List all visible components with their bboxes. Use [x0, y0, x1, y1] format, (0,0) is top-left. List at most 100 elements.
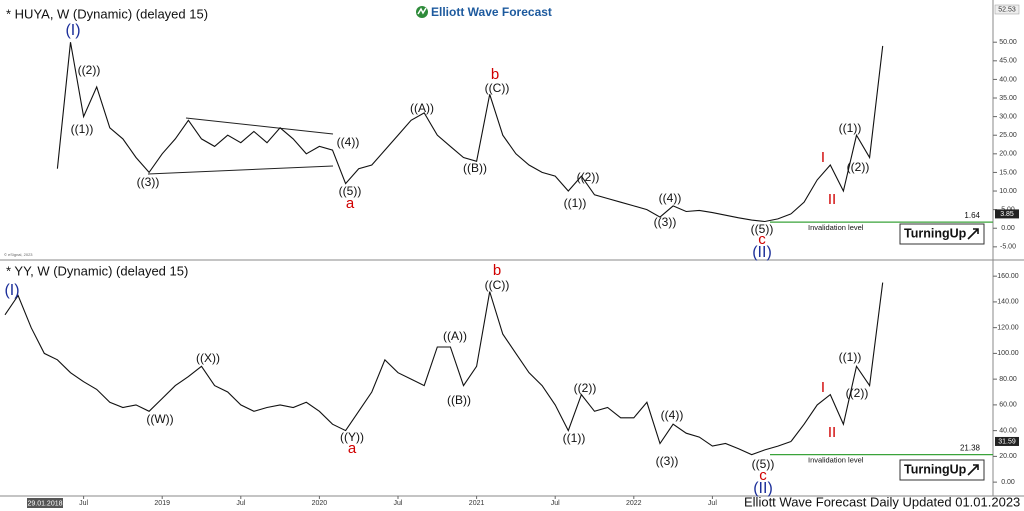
wave-label: a	[348, 440, 357, 457]
badge-box	[899, 223, 985, 245]
y-tick-label: 60.00	[999, 402, 1017, 409]
footer: Elliott Wave Forecast Daily Updated 01.0…	[744, 494, 1020, 509]
x-tick-label: Jul	[551, 500, 560, 507]
wave-label: ((3))	[137, 175, 160, 189]
y-tick-label: 0.00	[1001, 479, 1015, 486]
wave-label: ((1))	[71, 122, 94, 136]
wave-label: ((Y))	[340, 430, 364, 444]
wave-label: ((1))	[839, 350, 862, 364]
wave-label: ((X))	[196, 351, 220, 365]
wave-label: ((C))	[485, 81, 510, 95]
wave-label: ((1))	[839, 121, 862, 135]
invalidation-text: Invalidation level	[808, 223, 864, 232]
x-tick-label: 2019	[154, 500, 170, 507]
badge-arrow	[967, 228, 979, 240]
wave-label: ((2))	[846, 386, 869, 400]
date-box	[27, 498, 63, 508]
y-tick-label: 140.00	[997, 299, 1019, 306]
wave-label: ((3))	[654, 215, 677, 229]
wave-label: ((1))	[563, 431, 586, 445]
projection-line	[790, 45, 884, 215]
y-tick-label: 50.00	[999, 39, 1017, 46]
wave-label: ((2))	[574, 381, 597, 395]
y-tick-label: 30.00	[999, 113, 1017, 120]
copyright: © eSignal, 2023	[4, 252, 33, 257]
wave-label: ((5))	[339, 184, 362, 198]
wave-label: (II)	[753, 480, 773, 497]
y-tick-label: 20.00	[999, 453, 1017, 460]
wave-label: (I)	[4, 282, 19, 299]
y-tick-label: 80.00	[999, 376, 1017, 383]
x-tick-label: 2021	[469, 500, 485, 507]
wave-label: ((A))	[410, 101, 434, 115]
top-tag: 52.53	[998, 6, 1016, 13]
wave-label: ((B))	[463, 161, 487, 175]
wave-label: ((2))	[78, 63, 101, 77]
triangle-upper-line	[185, 117, 334, 135]
y-tick-label: 10.00	[999, 188, 1017, 195]
wave-label: ((W))	[146, 412, 173, 426]
badge-arrow	[967, 464, 979, 476]
wave-label: I	[821, 149, 825, 166]
y-tick-label: 25.00	[999, 132, 1017, 139]
x-tick-label: Jul	[79, 500, 88, 507]
invalidation-text: Invalidation level	[808, 456, 864, 465]
y-tick-label: 0.00	[1001, 225, 1015, 232]
y-tick-label: -5.00	[1000, 244, 1016, 251]
y-tick-label: 100.00	[997, 350, 1019, 357]
invalidation-value: 21.38	[960, 444, 981, 453]
y-tick-label: 15.00	[999, 169, 1017, 176]
badge-box	[899, 459, 985, 481]
logo-wave	[417, 7, 427, 15]
wave-label: b	[491, 66, 499, 83]
y-tick-label: 40.00	[999, 427, 1017, 434]
panel-title: * YY, W (Dynamic) (delayed 15)	[6, 263, 188, 278]
badge: TurningUp	[899, 223, 985, 245]
badge-text: TurningUp	[904, 226, 967, 240]
price-line	[4, 291, 792, 456]
logo-text: Elliott Wave Forecast	[431, 5, 552, 19]
x-tick-label: 2022	[626, 500, 642, 507]
wave-label: ((2))	[577, 170, 600, 184]
wave-label: c	[758, 231, 766, 248]
y-tick-label: 20.00	[999, 151, 1017, 158]
wave-label: ((5))	[751, 222, 774, 236]
wave-label: a	[346, 195, 355, 212]
price-tag: 3.85	[1000, 211, 1014, 218]
wave-label: I	[821, 379, 825, 396]
wave-label: ((1))	[564, 196, 587, 210]
y-tick-label: 160.00	[997, 273, 1019, 280]
x-tick-label: Jul	[394, 500, 403, 507]
start-date: 29.01.2018	[27, 500, 62, 507]
wave-label: ((A))	[443, 329, 467, 343]
wave-label: (II)	[752, 244, 772, 261]
wave-label: b	[493, 262, 501, 279]
wave-label: ((2))	[847, 160, 870, 174]
wave-label: ((4))	[659, 191, 682, 205]
badge: TurningUp	[899, 459, 985, 481]
triangle-lower-line	[147, 165, 334, 175]
wave-label: ((4))	[661, 408, 684, 422]
wave-label: II	[828, 191, 836, 208]
price-tag-box	[995, 209, 1019, 219]
wave-label: ((4))	[337, 135, 360, 149]
top-tag-box	[994, 4, 1020, 15]
x-tick-label: 2020	[312, 500, 328, 507]
wave-label: ((B))	[447, 393, 471, 407]
y-tick-label: 40.00	[999, 76, 1017, 83]
price-tag: 31.59	[998, 438, 1016, 445]
y-tick-label: 35.00	[999, 95, 1017, 102]
y-tick-label: 120.00	[997, 324, 1019, 331]
wave-label: ((5))	[752, 457, 775, 471]
wave-label: II	[828, 424, 836, 441]
wave-label: (I)	[65, 22, 80, 39]
price-tag-box	[995, 436, 1019, 446]
price-line	[56, 42, 792, 223]
x-tick-label: Jul	[708, 500, 717, 507]
projection-line	[790, 282, 884, 442]
badge-text: TurningUp	[904, 462, 967, 476]
wave-label: ((C))	[485, 278, 510, 292]
